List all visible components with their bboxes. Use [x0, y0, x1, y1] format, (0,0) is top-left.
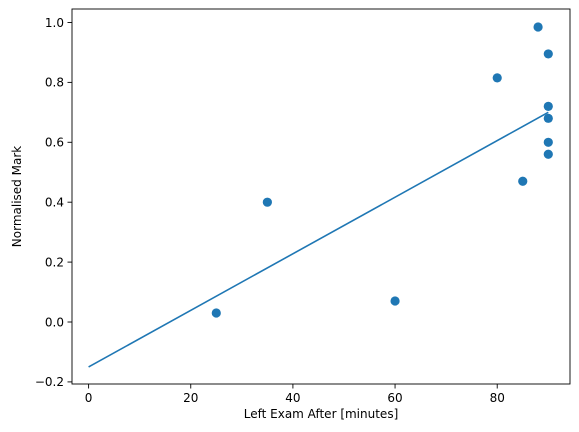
plot-frame — [71, 8, 571, 385]
x-axis: 0 20 40 60 80 — [85, 384, 505, 405]
x-axis-label: Left Exam After [minutes] — [244, 407, 399, 421]
y-tick-label: −0.2 — [35, 375, 64, 389]
x-tick-label: 20 — [183, 391, 198, 405]
data-point — [543, 137, 553, 147]
x-tick-label: 40 — [285, 391, 300, 405]
data-point — [390, 296, 400, 306]
data-point — [492, 73, 502, 83]
data-point — [543, 49, 553, 59]
plot-marks — [88, 22, 553, 368]
y-tick-label: 0.0 — [45, 315, 64, 329]
y-tick-label: 0.6 — [45, 136, 64, 150]
data-point — [533, 22, 543, 32]
x-tick-label: 0 — [85, 391, 93, 405]
data-point — [518, 176, 528, 186]
y-axis: −0.2 0.0 0.2 0.4 0.6 0.8 1.0 — [35, 16, 72, 389]
y-tick-label: 0.2 — [45, 255, 64, 269]
y-tick-label: 0.4 — [45, 195, 64, 209]
data-point — [543, 113, 553, 123]
data-point — [543, 101, 553, 111]
x-tick-label: 80 — [490, 391, 505, 405]
data-point — [543, 149, 553, 159]
y-axis-label: Normalised Mark — [10, 146, 24, 247]
y-tick-label: 1.0 — [45, 16, 64, 30]
data-point — [211, 308, 221, 318]
y-tick-label: 0.8 — [45, 76, 64, 90]
x-tick-label: 60 — [387, 391, 402, 405]
fit-line — [88, 111, 549, 368]
data-point — [262, 197, 272, 207]
